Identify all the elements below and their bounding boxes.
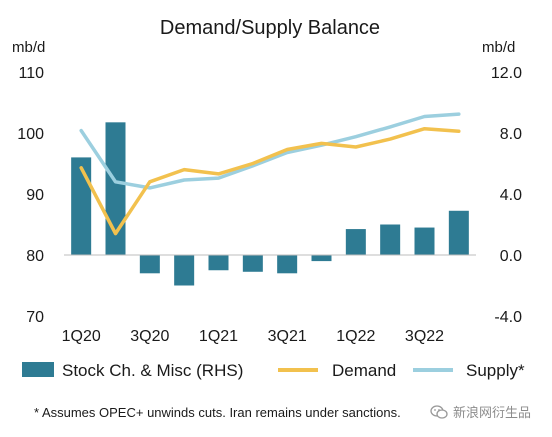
stock-change-bar: [380, 224, 401, 255]
legend-swatch-stock-change: [22, 362, 54, 377]
stock-change-bar: [71, 157, 92, 255]
stock-change-bar: [448, 210, 469, 255]
x-tick-label: 1Q22: [336, 328, 375, 345]
x-tick-label: 3Q20: [130, 328, 169, 345]
right-axis-unit: mb/d: [482, 39, 515, 56]
stock-change-bar: [345, 229, 366, 255]
legend: Stock Ch. & Misc (RHS) Demand Supply*: [22, 361, 525, 380]
stock-change-bar: [208, 255, 229, 271]
right-tick-label: 4.0: [500, 187, 522, 204]
left-axis-unit: mb/d: [12, 39, 45, 56]
stock-change-bar: [277, 255, 298, 274]
watermark-text: 新浪网衍生品: [453, 406, 532, 421]
stock-change-bar: [311, 255, 332, 262]
stock-change-bar: [139, 255, 160, 274]
watermark: 新浪网衍生品: [430, 402, 531, 421]
left-tick-label: 100: [17, 126, 44, 143]
stock-change-bar: [414, 227, 435, 255]
stock-change-bars: [71, 122, 469, 286]
right-tick-label: 0.0: [500, 248, 522, 265]
x-axis-ticks: 1Q20 3Q20 1Q21 3Q21 1Q22 3Q22: [62, 328, 445, 345]
x-tick-label: 3Q21: [268, 328, 307, 345]
footnote: * Assumes OPEC+ unwinds cuts. Iran remai…: [34, 405, 401, 420]
right-axis-ticks: -4.0 0.0 4.0 8.0 12.0: [491, 65, 522, 326]
x-tick-label: 1Q21: [199, 328, 238, 345]
left-axis-ticks: 70 80 90 100 110: [17, 65, 44, 326]
stock-change-bar: [242, 255, 263, 272]
x-tick-label: 3Q22: [405, 328, 444, 345]
demand-line: [79, 126, 461, 236]
chart-title: Demand/Supply Balance: [160, 17, 380, 39]
stock-change-bar: [174, 255, 195, 286]
supply-line: [79, 112, 461, 190]
legend-label-stock-change: Stock Ch. & Misc (RHS): [62, 361, 243, 380]
left-tick-label: 80: [26, 248, 44, 265]
legend-label-supply: Supply*: [466, 361, 525, 380]
left-tick-label: 70: [26, 309, 44, 326]
wechat-icon: [430, 404, 448, 419]
legend-label-demand: Demand: [332, 361, 396, 380]
right-tick-label: 12.0: [491, 65, 522, 82]
right-tick-label: -4.0: [494, 309, 522, 326]
left-tick-label: 110: [18, 65, 44, 82]
right-tick-label: 8.0: [500, 126, 522, 143]
left-tick-label: 90: [26, 187, 44, 204]
line-series: [79, 112, 461, 236]
x-tick-label: 1Q20: [62, 328, 101, 345]
